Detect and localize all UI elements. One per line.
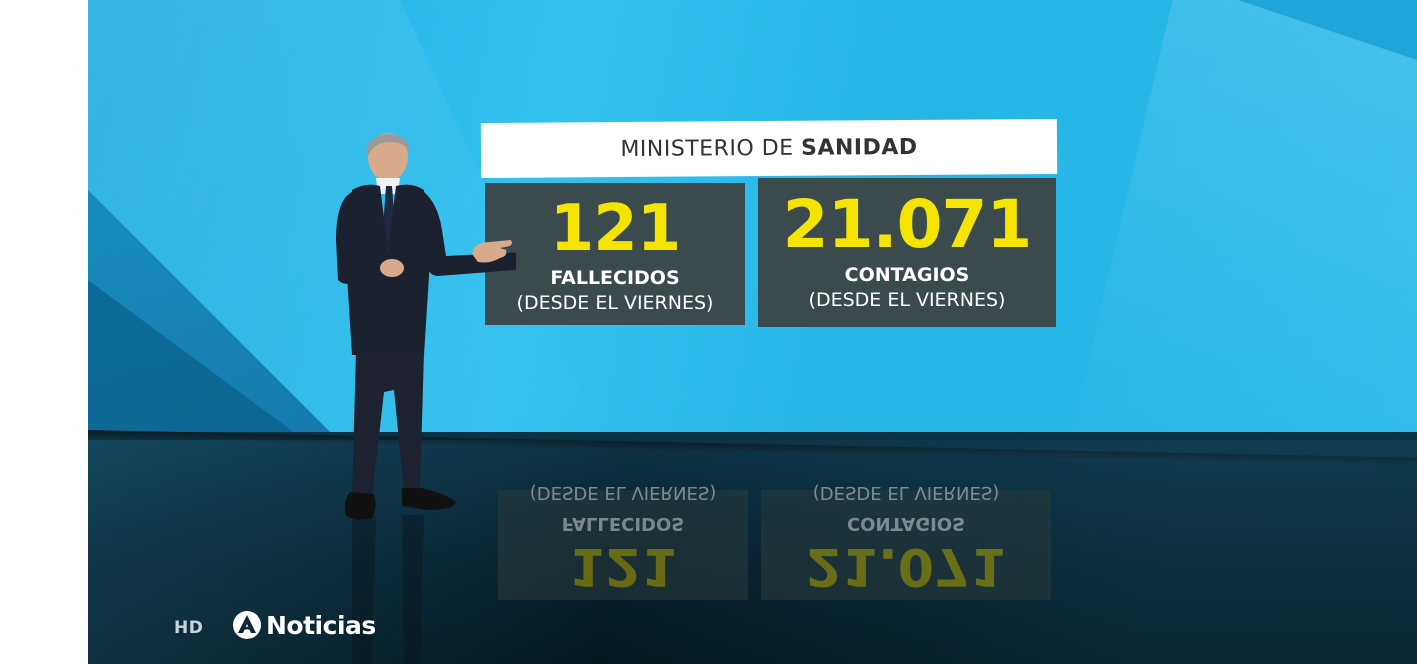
deaths-label: FALLECIDOS bbox=[550, 267, 680, 289]
cases-value: 21.071 bbox=[782, 186, 1033, 263]
cases-panel: 21.071 CONTAGIOS (DESDE EL VIERNES) bbox=[758, 178, 1056, 327]
header-prefix: MINISTERIO DE bbox=[620, 135, 794, 163]
broadcast-scene: MINISTERIO DE SANIDAD 121 FALLECIDOS (DE… bbox=[88, 0, 1417, 664]
studio-video-wall bbox=[88, 0, 1417, 450]
presenter-hand bbox=[472, 240, 512, 263]
header-highlight: SANIDAD bbox=[800, 134, 918, 161]
source-header-text: MINISTERIO DE SANIDAD bbox=[620, 135, 917, 162]
wall-facet bbox=[1068, 0, 1417, 450]
deaths-sub: (DESDE EL VIERNES) bbox=[516, 292, 714, 314]
cases-label: CONTAGIOS bbox=[844, 264, 970, 286]
hd-badge: HD bbox=[174, 618, 204, 638]
studio-floor bbox=[88, 432, 1417, 664]
presenter-reflection bbox=[352, 515, 424, 664]
brand-logo: Noticias bbox=[232, 610, 376, 640]
deaths-panel: 121 FALLECIDOS (DESDE EL VIERNES) bbox=[485, 183, 745, 325]
cases-sub: (DESDE EL VIERNES) bbox=[808, 289, 1006, 311]
floor-sheen bbox=[88, 440, 1417, 664]
deaths-value: 121 bbox=[549, 192, 682, 266]
presenter bbox=[336, 133, 516, 520]
brand-name: Noticias bbox=[266, 610, 376, 640]
source-header: MINISTERIO DE SANIDAD bbox=[480, 118, 1058, 179]
antena3-logo-icon bbox=[233, 611, 261, 639]
